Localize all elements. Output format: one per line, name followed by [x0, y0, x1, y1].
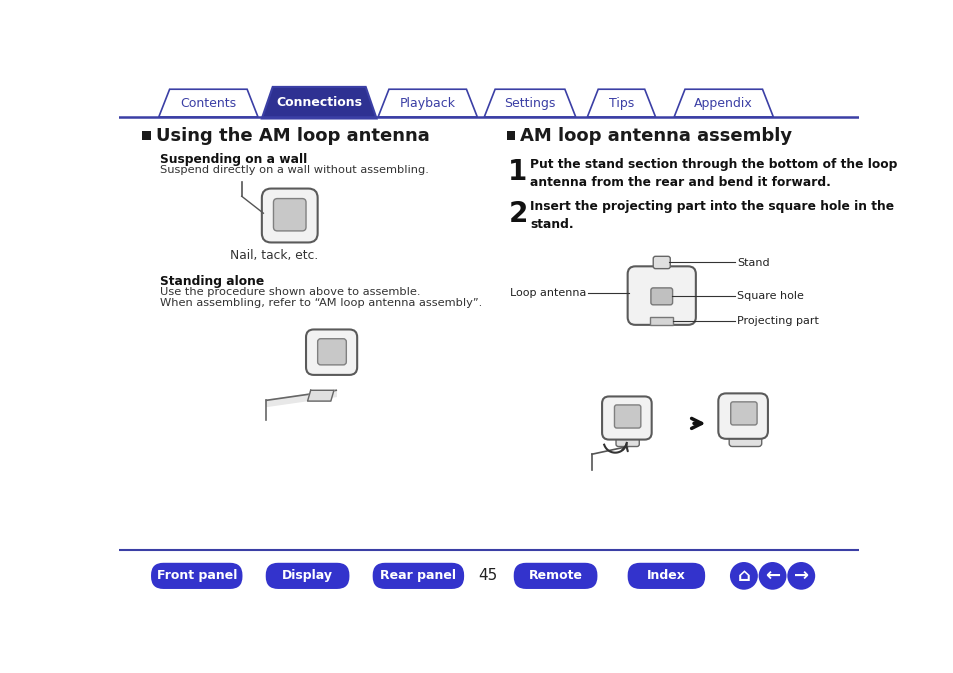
Text: Loop antenna: Loop antenna — [510, 287, 586, 297]
Circle shape — [786, 562, 815, 590]
FancyBboxPatch shape — [266, 563, 349, 589]
Text: Playback: Playback — [399, 97, 456, 110]
FancyBboxPatch shape — [616, 435, 639, 446]
FancyBboxPatch shape — [151, 563, 242, 589]
Text: Connections: Connections — [276, 96, 362, 109]
Polygon shape — [266, 390, 335, 406]
Text: Stand: Stand — [736, 258, 769, 269]
Text: Put the stand section through the bottom of the loop
antenna from the rear and b: Put the stand section through the bottom… — [530, 157, 897, 188]
Bar — [649, 317, 673, 325]
FancyBboxPatch shape — [614, 405, 640, 428]
FancyBboxPatch shape — [261, 188, 317, 242]
FancyBboxPatch shape — [601, 396, 651, 439]
Text: ←: ← — [764, 567, 780, 585]
Text: Suspend directly on a wall without assembling.: Suspend directly on a wall without assem… — [159, 166, 428, 176]
Text: Projecting part: Projecting part — [736, 316, 818, 326]
FancyBboxPatch shape — [718, 394, 767, 439]
Text: Appendix: Appendix — [694, 97, 752, 110]
Text: Use the procedure shown above to assemble.: Use the procedure shown above to assembl… — [159, 287, 419, 297]
Circle shape — [729, 562, 757, 590]
Text: Nail, tack, etc.: Nail, tack, etc. — [230, 248, 318, 262]
Text: Suspending on a wall: Suspending on a wall — [159, 153, 307, 166]
Polygon shape — [158, 90, 257, 117]
Circle shape — [758, 562, 785, 590]
Text: When assembling, refer to “AM loop antenna assembly”.: When assembling, refer to “AM loop anten… — [159, 298, 481, 308]
FancyBboxPatch shape — [650, 288, 672, 305]
Text: Square hole: Square hole — [736, 291, 803, 302]
Polygon shape — [307, 390, 334, 401]
Text: 45: 45 — [478, 569, 497, 583]
FancyBboxPatch shape — [317, 339, 346, 365]
Polygon shape — [377, 90, 476, 117]
FancyBboxPatch shape — [274, 199, 306, 231]
Text: Settings: Settings — [504, 97, 555, 110]
Text: Contents: Contents — [180, 97, 236, 110]
Text: Front panel: Front panel — [156, 569, 236, 582]
FancyBboxPatch shape — [653, 256, 670, 269]
Text: Standing alone: Standing alone — [159, 275, 264, 288]
FancyBboxPatch shape — [627, 563, 704, 589]
FancyBboxPatch shape — [513, 563, 597, 589]
FancyBboxPatch shape — [306, 330, 356, 375]
Text: Index: Index — [646, 569, 685, 582]
Text: AM loop antenna assembly: AM loop antenna assembly — [519, 127, 791, 145]
Text: →: → — [793, 567, 808, 585]
Text: Display: Display — [282, 569, 333, 582]
Polygon shape — [261, 87, 376, 118]
Polygon shape — [674, 90, 773, 117]
FancyBboxPatch shape — [730, 402, 757, 425]
Text: Using the AM loop antenna: Using the AM loop antenna — [155, 127, 429, 145]
Text: Remote: Remote — [528, 569, 582, 582]
Text: 2: 2 — [508, 200, 527, 228]
FancyBboxPatch shape — [728, 435, 760, 446]
Text: Insert the projecting part into the square hole in the
stand.: Insert the projecting part into the squa… — [530, 200, 893, 231]
Text: ⌂: ⌂ — [737, 567, 750, 585]
Polygon shape — [484, 90, 575, 117]
Text: Tips: Tips — [608, 97, 634, 110]
FancyBboxPatch shape — [373, 563, 464, 589]
Bar — [506, 131, 515, 140]
FancyBboxPatch shape — [627, 267, 695, 325]
Polygon shape — [587, 90, 655, 117]
Text: Rear panel: Rear panel — [380, 569, 456, 582]
Text: 1: 1 — [508, 157, 527, 186]
Bar — [142, 131, 151, 140]
